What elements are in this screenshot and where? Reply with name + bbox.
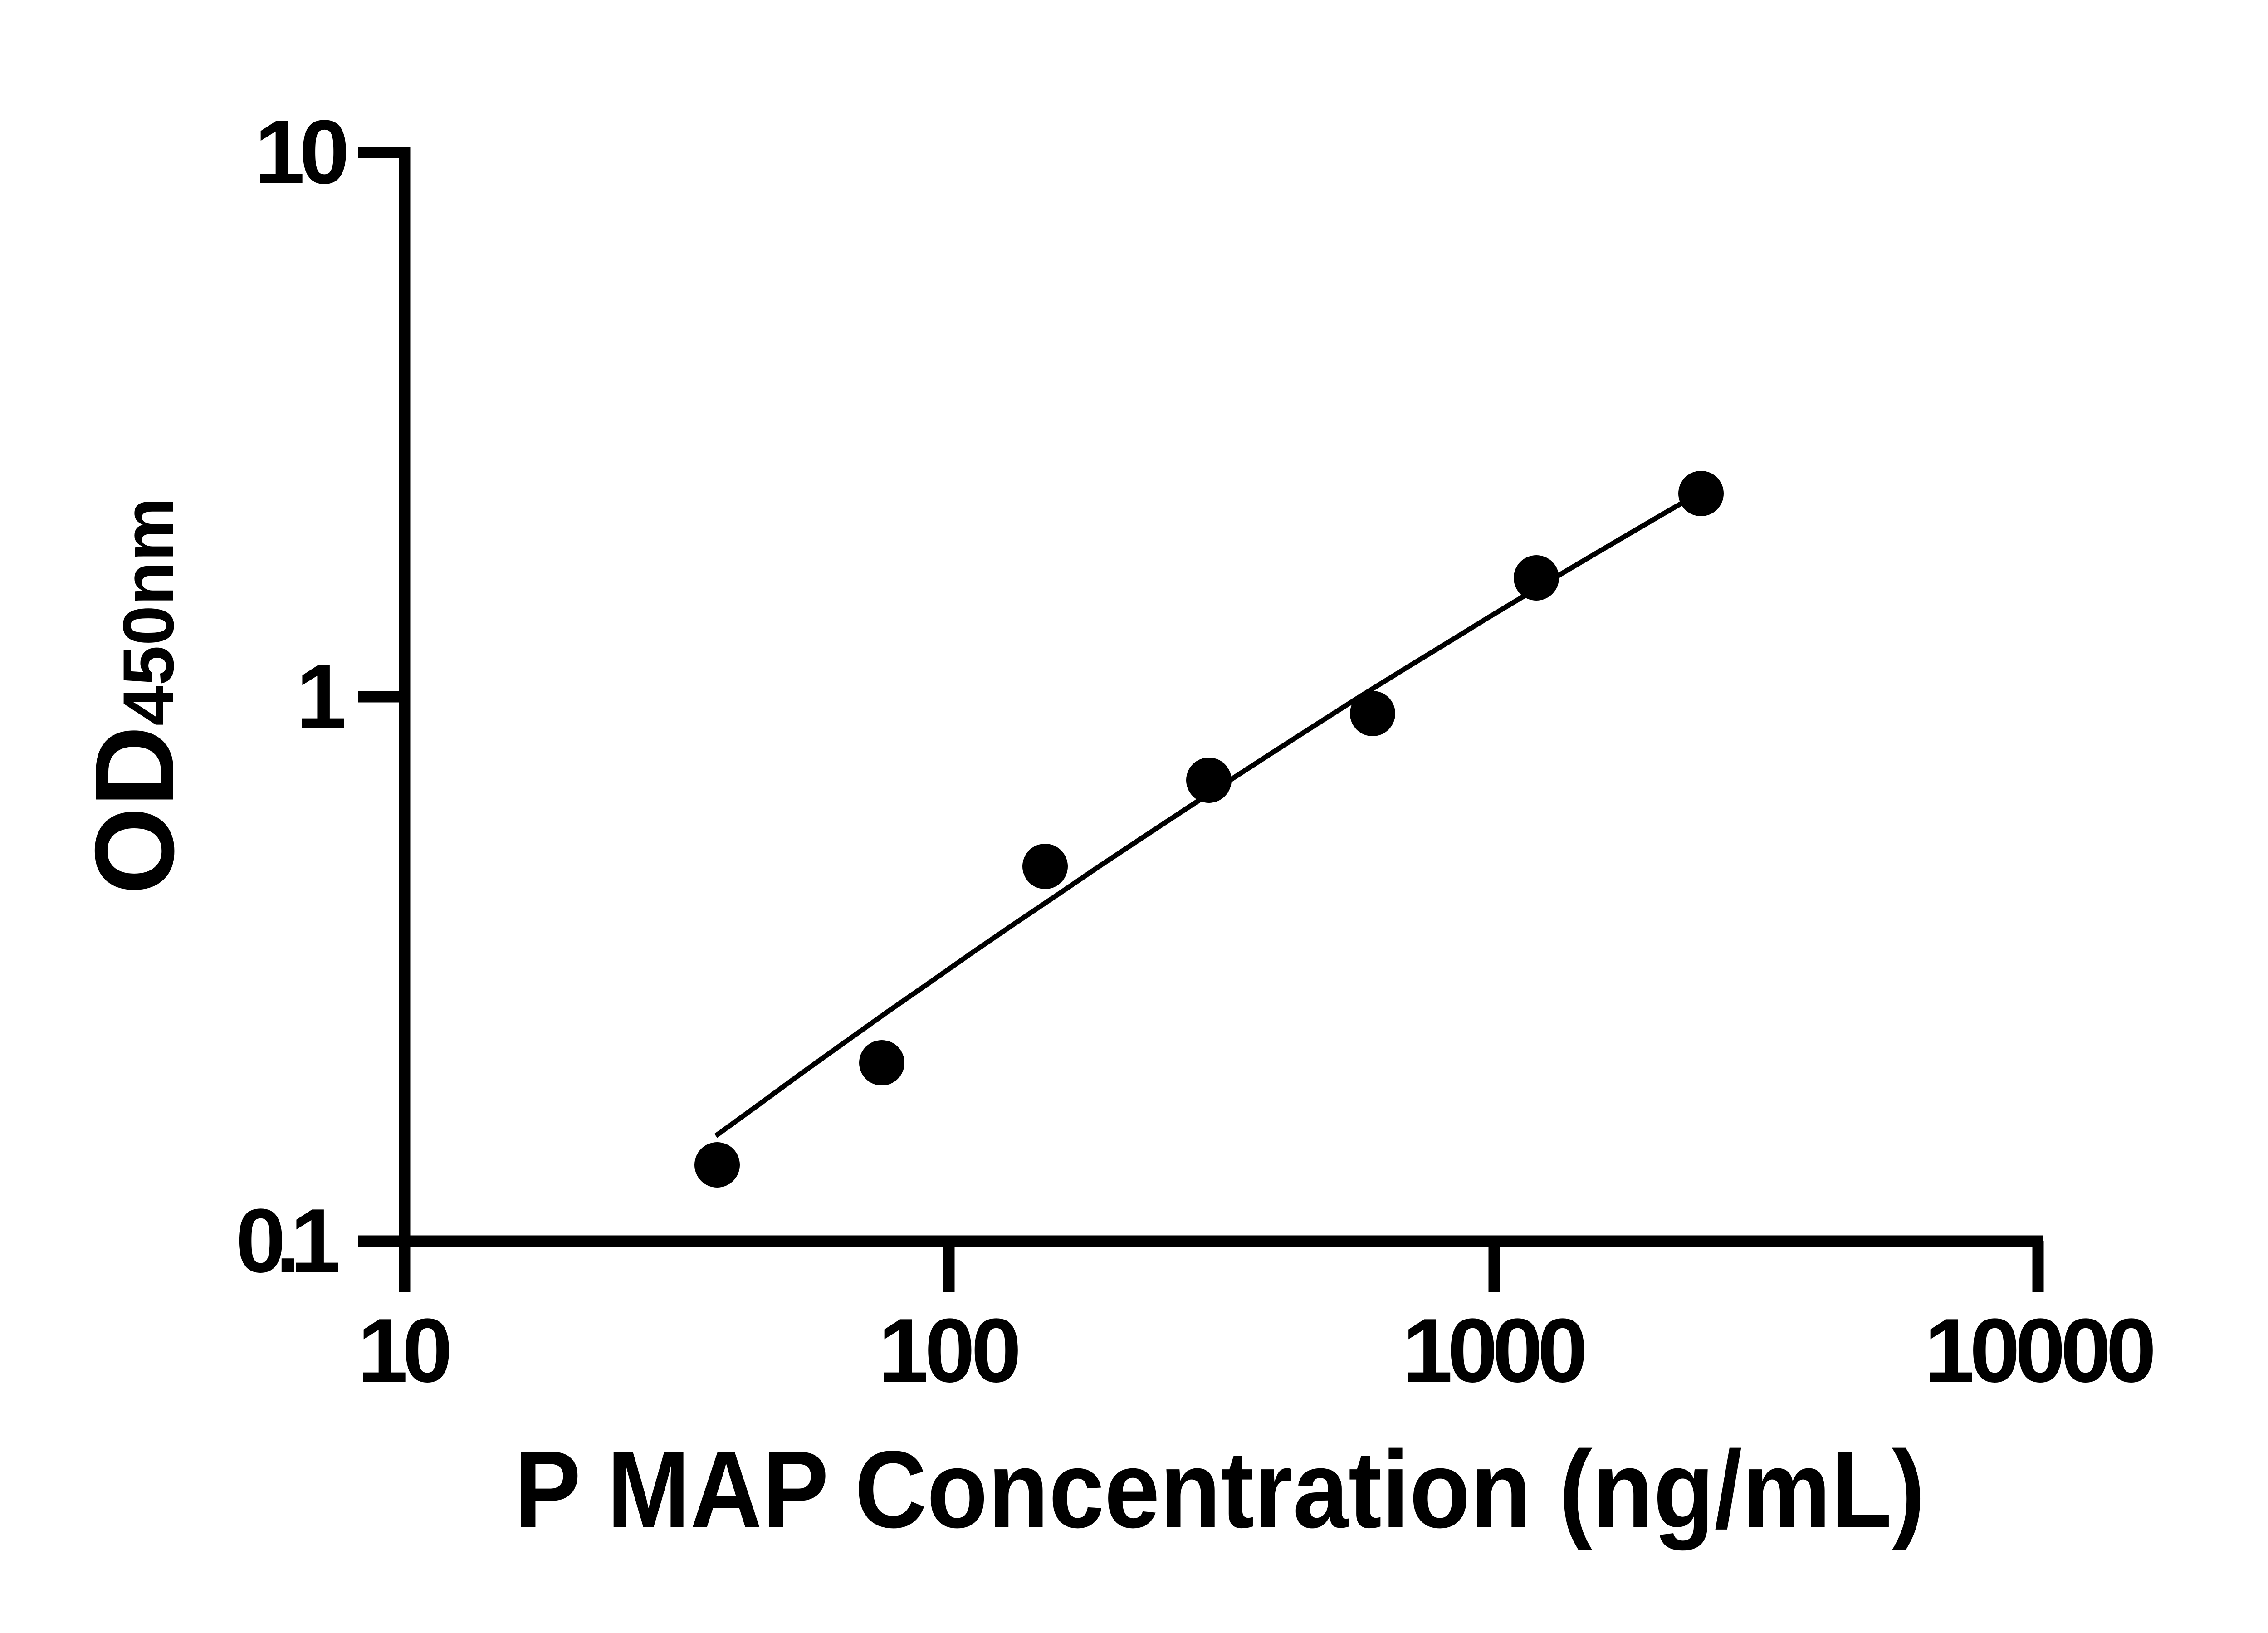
svg-text:100: 100	[878, 1300, 1022, 1401]
svg-text:0.1: 0.1	[235, 1190, 341, 1291]
svg-text:OD450nm: OD450nm	[71, 497, 197, 895]
svg-text:1000: 1000	[1403, 1300, 1588, 1401]
svg-text:10: 10	[254, 102, 350, 203]
svg-text:10000: 10000	[1924, 1300, 2156, 1401]
svg-text:10: 10	[357, 1300, 453, 1401]
svg-text:1: 1	[296, 646, 347, 747]
svg-text:P MAP Concentration (ng/mL): P MAP Concentration (ng/mL)	[514, 1428, 1925, 1551]
